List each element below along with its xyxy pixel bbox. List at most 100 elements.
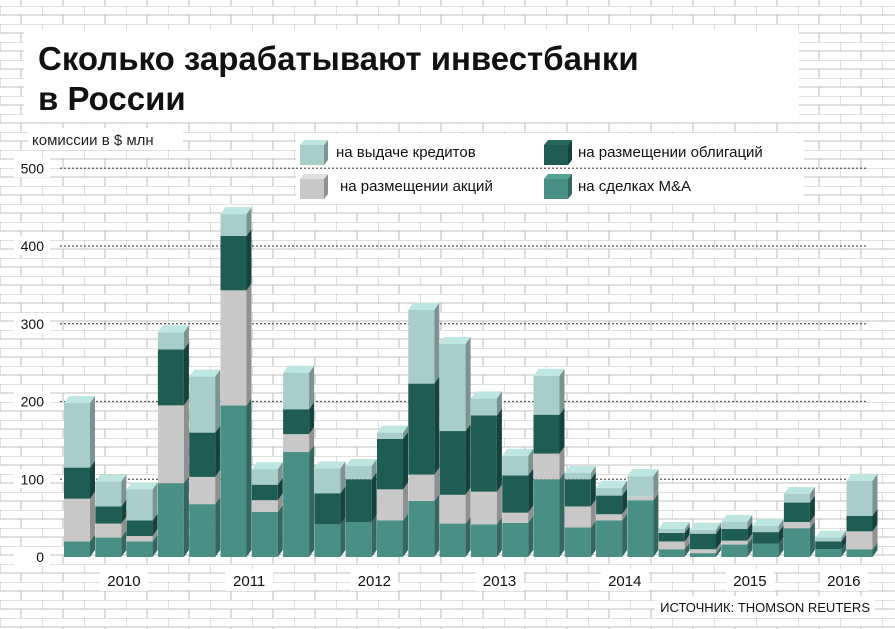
bar-front <box>533 479 560 557</box>
bar-front <box>690 529 716 534</box>
bar-side <box>653 489 659 501</box>
bar-side <box>622 480 628 496</box>
legend-swatch <box>300 179 324 199</box>
bar-front <box>470 491 497 525</box>
bar-segment-5-0 <box>220 398 252 557</box>
bar-segment-3-3 <box>157 325 189 350</box>
bar-stack-20 <box>690 522 721 557</box>
bar-side <box>716 522 721 534</box>
bar-side <box>622 507 628 521</box>
bar-segment-12-3 <box>439 336 471 432</box>
bar-segment-8-2 <box>314 486 346 525</box>
bar-segment-20-3 <box>690 522 721 534</box>
bar-segment-16-0 <box>564 520 596 557</box>
year-label-2014: 2014 <box>608 573 641 590</box>
bar-front <box>64 403 90 468</box>
legend-label: на выдаче кредитов <box>336 144 476 161</box>
bar-side <box>496 408 502 492</box>
bar-stack-3 <box>157 325 189 557</box>
year-label-2013: 2013 <box>483 573 516 590</box>
bar-stack-15 <box>533 368 565 557</box>
bar-segment-5-1 <box>220 283 252 406</box>
bar-side <box>309 427 315 453</box>
bar-top <box>283 365 315 373</box>
bar-front <box>189 504 216 557</box>
bar-front <box>533 375 560 415</box>
legend-swatch-side <box>324 174 328 199</box>
bar-side <box>559 407 565 454</box>
bar-stack-17 <box>596 480 628 557</box>
bar-top <box>658 522 690 530</box>
bar-segment-7-3 <box>283 365 315 410</box>
bar-side <box>590 520 596 557</box>
bar-side <box>716 546 721 557</box>
bar-side <box>183 476 189 557</box>
bar-side <box>152 529 158 542</box>
bar-front <box>345 479 372 523</box>
bar-side <box>340 461 346 494</box>
legend-swatch <box>544 145 568 165</box>
bar-side <box>371 472 377 523</box>
bar-front <box>377 489 403 521</box>
bar-segment-23-2 <box>783 495 815 523</box>
bar-segment-9-3 <box>345 459 377 480</box>
bar-front <box>502 455 529 476</box>
bar-top <box>157 325 189 333</box>
bar-side <box>152 513 158 537</box>
bar-segment-8-0 <box>314 517 346 557</box>
bar-stack-13 <box>470 391 502 557</box>
bar-front <box>846 480 873 516</box>
bar-segment-4-3 <box>189 369 221 433</box>
bar-side <box>215 469 221 505</box>
bar-front <box>690 553 716 557</box>
year-label-2016: 2016 <box>827 573 860 590</box>
bar-stack-5 <box>220 207 252 557</box>
legend-item-1: на размещении облигаций <box>544 140 763 165</box>
bar-segment-14-2 <box>502 468 534 513</box>
bar-top <box>752 518 784 526</box>
bar-side <box>528 515 534 557</box>
bar-segment-3-1 <box>157 398 189 484</box>
bar-segment-16-3 <box>564 466 596 480</box>
bar-segment-19-2 <box>658 525 690 542</box>
bar-front <box>721 522 748 530</box>
bar-front <box>752 543 779 557</box>
bar-segment-5-2 <box>220 228 252 291</box>
bar-side <box>434 302 440 384</box>
bar-side <box>747 522 753 541</box>
bar-front <box>564 506 591 528</box>
bar-front <box>220 290 247 406</box>
bar-segment-3-2 <box>157 342 189 406</box>
bar-stack-18 <box>627 469 659 557</box>
y-tick-label: 400 <box>21 238 45 254</box>
bar-segment-6-0 <box>251 504 283 557</box>
bar-front <box>502 522 529 557</box>
bar-top <box>596 480 628 488</box>
bar-side <box>809 487 815 503</box>
bar-segment-14-1 <box>502 505 534 523</box>
source-label-bg <box>655 596 875 618</box>
year-label-2012: 2012 <box>358 573 391 590</box>
bar-side <box>809 521 815 557</box>
bar-segment-9-2 <box>345 472 377 523</box>
bar-segment-2-3 <box>126 482 158 521</box>
bar-front <box>502 475 529 513</box>
year-label-bg <box>350 569 399 591</box>
bar-side <box>90 534 95 557</box>
bar-stack-12 <box>439 336 471 557</box>
bar-side <box>590 499 596 528</box>
bar-front <box>752 525 779 533</box>
bar-side <box>684 542 690 557</box>
bar-front <box>721 544 748 557</box>
bar-side <box>121 530 127 557</box>
bar-side <box>434 376 440 475</box>
bar-top <box>564 466 596 474</box>
bar-stack-4 <box>189 369 221 557</box>
bar-front <box>470 398 497 416</box>
bar-front <box>690 549 716 554</box>
bar-stack-10 <box>377 425 408 557</box>
bar-top <box>408 302 440 310</box>
legend-item-2: на размещении акций <box>300 174 493 199</box>
bar-front <box>314 524 341 557</box>
bar-side <box>90 396 95 468</box>
